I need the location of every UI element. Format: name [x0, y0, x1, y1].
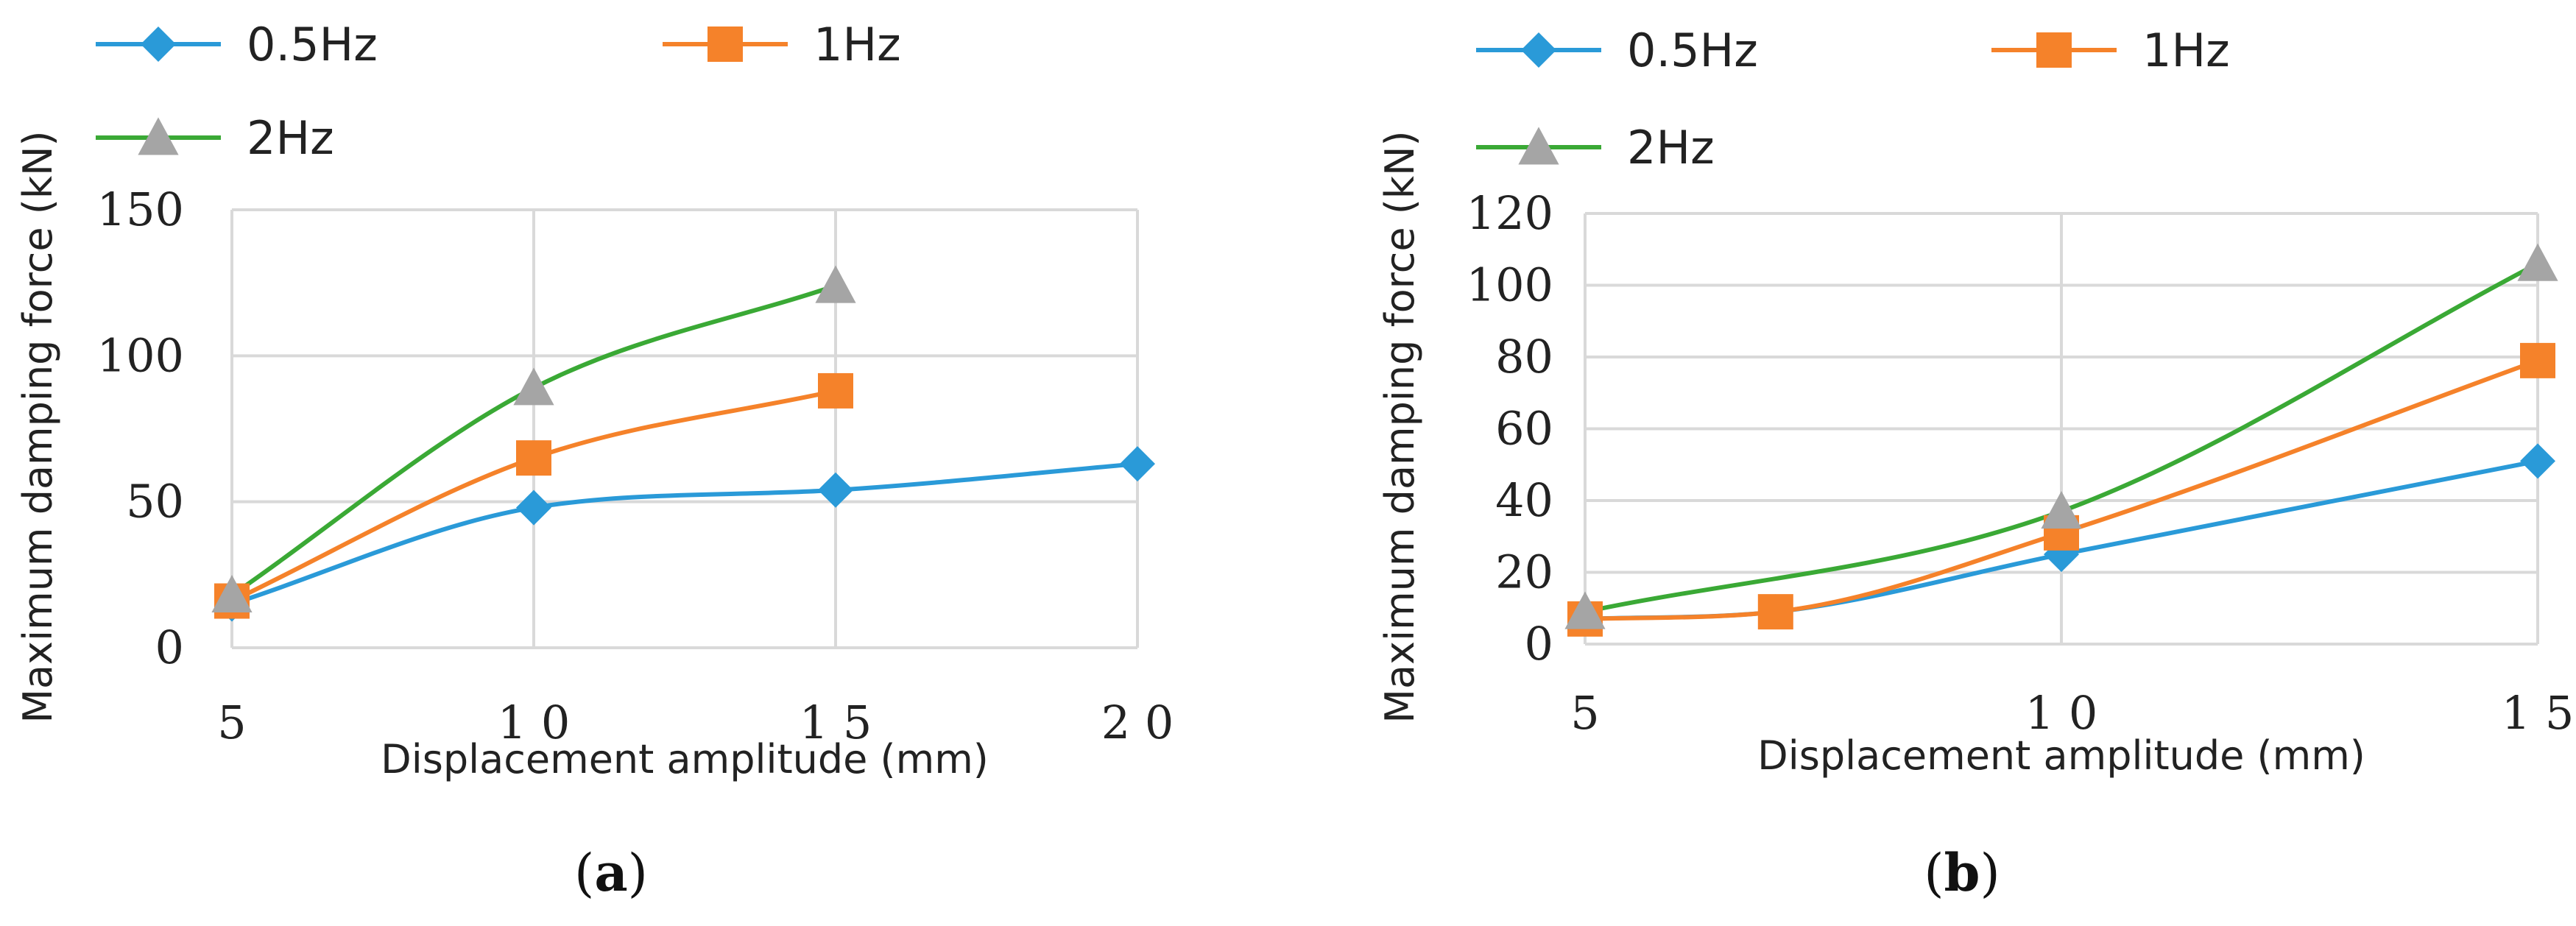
caption-paren-open: (	[1924, 843, 1944, 903]
caption-paren-close: )	[628, 843, 648, 903]
data-point-0.5Hz	[1120, 446, 1155, 482]
legend-item-1Hz: 1Hz	[663, 18, 901, 71]
series-line-1Hz	[1584, 358, 2539, 621]
legend-marker	[707, 26, 743, 62]
y-tick-label: 0	[155, 621, 184, 674]
legend-label: 2Hz	[247, 111, 334, 165]
caption-paren-close: )	[1980, 843, 2000, 903]
legend-label: 0.5Hz	[247, 18, 378, 71]
legend-marker	[1521, 32, 1556, 68]
x-tick-label: 5	[217, 696, 246, 749]
legend-item-2Hz: 2Hz	[1476, 121, 1715, 174]
data-point-2Hz	[2041, 491, 2082, 529]
data-point-2Hz	[815, 265, 856, 303]
legend-item-2Hz: 2Hz	[96, 111, 334, 165]
y-tick-label: 60	[1495, 402, 1553, 456]
x-tick-label: 1 5	[2502, 686, 2575, 740]
y-tick-label: 150	[97, 183, 184, 236]
legend-marker	[2036, 32, 2072, 68]
x-axis-title: Displacement amplitude (mm)	[381, 736, 989, 782]
panel-caption-a: (a)	[574, 842, 648, 903]
data-point-2Hz	[1564, 591, 1606, 629]
chart-panel-a: 0 50 100 150 5 1 0 1 5 2 0 Displacement amplitud…	[15, 18, 1174, 903]
x-tick-label: 1 5	[800, 696, 872, 749]
y-axis-title: Maximum damping force (kN)	[15, 130, 61, 723]
legend-marker	[138, 117, 179, 155]
x-tick-label: 2 0	[1101, 696, 1174, 749]
y-tick-label: 50	[126, 475, 184, 529]
legend-label: 0.5Hz	[1627, 24, 1758, 77]
data-point-2Hz	[211, 575, 253, 613]
legend-item-1Hz: 1Hz	[1991, 24, 2230, 77]
caption-paren-open: (	[574, 843, 594, 903]
data-point-0.5Hz	[516, 489, 551, 526]
y-tick-label: 40	[1495, 473, 1553, 527]
legend-marker	[1518, 127, 1559, 165]
x-tick-label: 1 0	[2025, 686, 2098, 740]
x-axis-title: Displacement amplitude (mm)	[1757, 732, 2365, 779]
series-line-0.5Hz	[231, 462, 1138, 607]
chart-panel-b: 0 20 40 60 80 100 120 5 1 0 1 5 Displacement ampli…	[1377, 24, 2574, 903]
data-point-1Hz	[818, 372, 853, 409]
y-tick-label: 120	[1467, 186, 1553, 240]
data-point-1Hz	[1757, 594, 1793, 630]
data-point-2Hz	[513, 367, 554, 406]
panel-caption-b: (b)	[1924, 842, 2000, 903]
legend-marker	[141, 26, 176, 62]
caption-letter: a	[594, 842, 627, 903]
x-tick-label: 1 0	[498, 696, 571, 749]
legend-label: 2Hz	[1627, 121, 1715, 174]
data-point-2Hz	[2517, 243, 2558, 281]
y-tick-label: 20	[1495, 545, 1553, 599]
legend-item-0.5Hz: 0.5Hz	[1476, 24, 1758, 77]
y-tick-label: 100	[97, 328, 184, 382]
legend-item-0.5Hz: 0.5Hz	[96, 18, 378, 71]
caption-letter: b	[1944, 842, 1980, 903]
y-tick-label: 80	[1495, 330, 1553, 384]
data-point-0.5Hz	[2520, 443, 2555, 479]
y-axis-title: Maximum damping force (kN)	[1377, 130, 1423, 723]
data-point-1Hz	[516, 440, 551, 476]
data-point-1Hz	[2520, 342, 2555, 378]
y-tick-label: 100	[1467, 258, 1553, 312]
gridlines-b	[1584, 212, 2539, 646]
gridlines-a	[230, 208, 1139, 649]
x-tick-label: 5	[1570, 686, 1599, 740]
y-tick-label: 0	[1525, 617, 1553, 671]
legend-label: 1Hz	[2142, 24, 2230, 77]
legend-label: 1Hz	[814, 18, 901, 71]
data-point-0.5Hz	[818, 472, 853, 508]
